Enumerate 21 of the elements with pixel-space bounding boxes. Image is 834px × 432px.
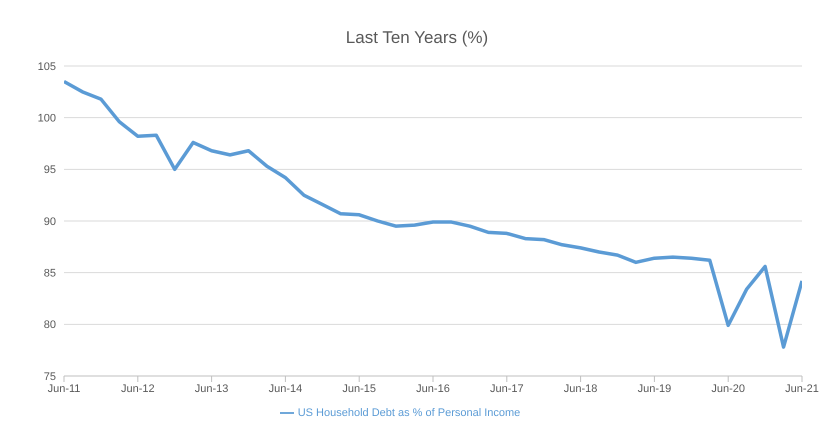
x-tick-label: Jun-20 (711, 382, 746, 395)
y-tick-label: 80 (44, 319, 56, 332)
legend-label: US Household Debt as % of Personal Income (298, 406, 520, 419)
x-tick-label: Jun-17 (490, 382, 524, 395)
line-series (64, 80, 802, 349)
y-tick-label: 105 (38, 60, 56, 73)
x-tick-label: Jun-15 (342, 382, 376, 395)
x-tick-label: Jun-18 (564, 382, 598, 395)
y-tick-label: 95 (44, 164, 56, 176)
y-tick-label: 85 (44, 268, 56, 280)
y-tick-label: 90 (44, 216, 56, 228)
x-tick-label: Jun-12 (120, 382, 155, 395)
x-tick-label: Jun-14 (268, 382, 302, 395)
chart-title: Last Ten Years (%) (344, 27, 490, 49)
x-tick-label: Jun-21 (785, 382, 819, 395)
y-tick-label: 75 (44, 370, 56, 383)
x-tick-label: Jun-13 (194, 382, 228, 395)
x-tick-label: Jun-19 (638, 382, 672, 395)
x-tick-label: Jun-16 (416, 382, 450, 395)
x-tick-label: Jun-11 (48, 382, 80, 395)
y-tick-label: 100 (38, 112, 56, 125)
